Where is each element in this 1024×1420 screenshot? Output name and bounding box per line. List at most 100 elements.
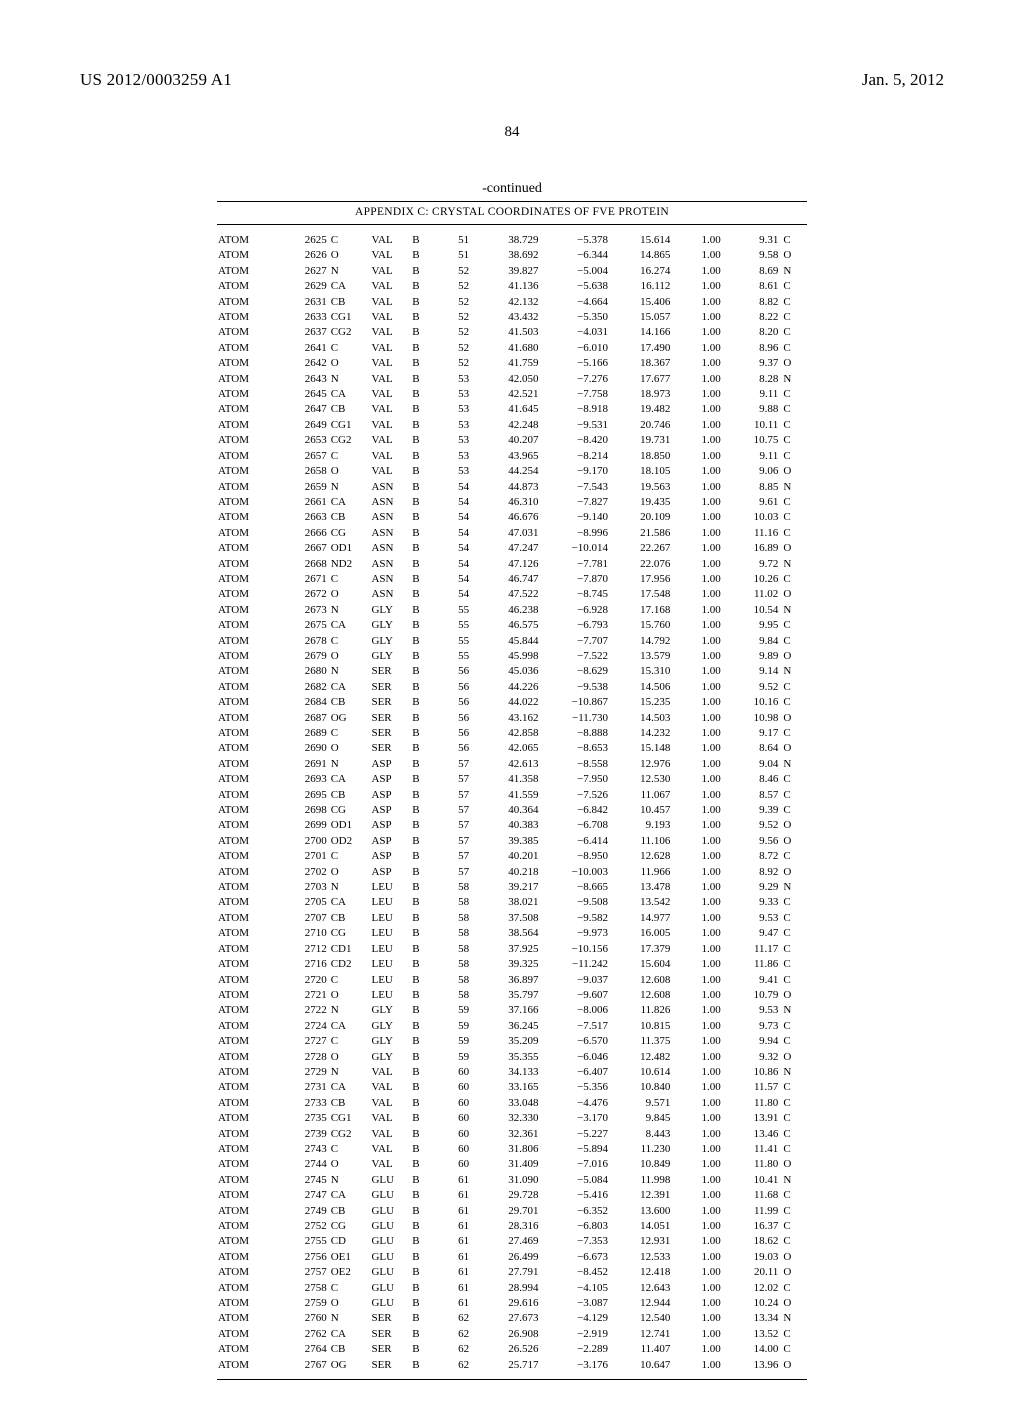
cell: 34.133 [477,1065,539,1080]
table-row: ATOM2659NASNB5444.873−7.54319.5631.008.8… [217,480,807,495]
cell: 16.005 [609,926,671,941]
cell: VAL [370,1065,411,1080]
cell: B [411,1173,433,1188]
cell: 2678 [282,634,330,649]
cell: 44.022 [477,695,539,710]
cell: 18.105 [609,464,671,479]
cell: 1.00 [671,1111,721,1126]
cell: ATOM [217,1234,282,1249]
cell: 57 [433,865,477,880]
cell: VAL [370,264,411,279]
cell: B [411,603,433,618]
cell: OG [330,1358,371,1373]
cell: 1.00 [671,865,721,880]
cell: 26.908 [477,1327,539,1342]
cell: −9.037 [540,973,610,988]
cell: −6.842 [540,803,610,818]
cell: 32.361 [477,1127,539,1142]
cell: 53 [433,418,477,433]
cell: ATOM [217,587,282,602]
cell: 2641 [282,341,330,356]
cell: 9.39 [722,803,780,818]
table-row: ATOM2649CG1VALB5342.248−9.53120.7461.001… [217,418,807,433]
cell: ATOM [217,1096,282,1111]
cell: 1.00 [671,1157,721,1172]
cell: CB [330,1096,371,1111]
cell: O [779,587,807,602]
table-row: ATOM2631CBVALB5242.132−4.66415.4061.008.… [217,295,807,310]
cell: VAL [370,341,411,356]
cell: 12.391 [609,1188,671,1203]
cell: 2739 [282,1127,330,1142]
cell: 41.645 [477,402,539,417]
cell: −4.129 [540,1311,610,1326]
cell: −6.673 [540,1250,610,1265]
cell: 46.310 [477,495,539,510]
cell: −8.420 [540,433,610,448]
cell: −6.793 [540,618,610,633]
cell: 57 [433,757,477,772]
cell: 1.00 [671,356,721,371]
cell: 10.815 [609,1019,671,1034]
cell: CD [330,1234,371,1249]
cell: 27.469 [477,1234,539,1249]
cell: LEU [370,957,411,972]
cell: B [411,526,433,541]
cell: 8.61 [722,279,780,294]
cell: −10.867 [540,695,610,710]
cell: C [779,942,807,957]
table-row: ATOM2641CVALB5241.680−6.01017.4901.008.9… [217,341,807,356]
cell: ASN [370,495,411,510]
cell: 62 [433,1311,477,1326]
cell: 2637 [282,325,330,340]
cell: CA [330,895,371,910]
cell: ASP [370,834,411,849]
table-row: ATOM2705CALEUB5838.021−9.50813.5421.009.… [217,895,807,910]
cell: 9.33 [722,895,780,910]
cell: 61 [433,1204,477,1219]
cell: 9.845 [609,1111,671,1126]
cell: 27.791 [477,1265,539,1280]
cell: −7.016 [540,1157,610,1172]
cell: 54 [433,495,477,510]
cell: ASN [370,526,411,541]
cell: 22.267 [609,541,671,556]
table-row: ATOM2680NSERB5645.036−8.62915.3101.009.1… [217,664,807,679]
table-row: ATOM2684CBSERB5644.022−10.86715.2351.001… [217,695,807,710]
cell: 58 [433,988,477,1003]
cell: ATOM [217,1173,282,1188]
cell: 62 [433,1342,477,1357]
cell: 29.616 [477,1296,539,1311]
cell: N [779,264,807,279]
cell: B [411,664,433,679]
cell: 1.00 [671,618,721,633]
cell: GLU [370,1265,411,1280]
table-row: ATOM2657CVALB5343.965−8.21418.8501.009.1… [217,449,807,464]
cell: 53 [433,433,477,448]
table-row: ATOM2627NVALB5239.827−5.00416.2741.008.6… [217,264,807,279]
cell: 2767 [282,1358,330,1373]
cell: C [779,1281,807,1296]
cell: 37.508 [477,911,539,926]
cell: OE2 [330,1265,371,1280]
cell: C [779,325,807,340]
cell: −10.156 [540,942,610,957]
cell: 61 [433,1281,477,1296]
cell: ATOM [217,1327,282,1342]
table-row: ATOM2658OVALB5344.254−9.17018.1051.009.0… [217,464,807,479]
table-row: ATOM2703NLEUB5839.217−8.66513.4781.009.2… [217,880,807,895]
cell: ATOM [217,649,282,664]
cell: 1.00 [671,1188,721,1203]
cell: ASN [370,510,411,525]
cell: 2747 [282,1188,330,1203]
cell: −8.888 [540,726,610,741]
cell: 41.136 [477,279,539,294]
cell: N [330,264,371,279]
cell: N [779,480,807,495]
cell: 12.533 [609,1250,671,1265]
cell: VAL [370,279,411,294]
cell: 1.00 [671,248,721,263]
cell: 2666 [282,526,330,541]
cell: LEU [370,942,411,957]
cell: −7.950 [540,772,610,787]
